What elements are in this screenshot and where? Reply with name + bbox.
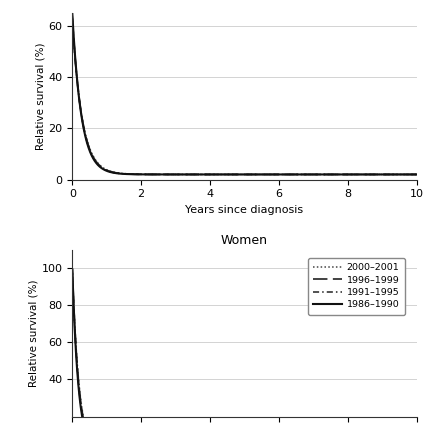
Y-axis label: Relative survival (%): Relative survival (%): [36, 42, 45, 150]
Title: Women: Women: [221, 234, 268, 247]
Legend: 2000–2001, 1996–1999, 1991–1995, 1986–1990: 2000–2001, 1996–1999, 1991–1995, 1986–19…: [308, 258, 405, 315]
Y-axis label: Relative survival (%): Relative survival (%): [29, 279, 39, 387]
X-axis label: Years since diagnosis: Years since diagnosis: [185, 205, 303, 215]
